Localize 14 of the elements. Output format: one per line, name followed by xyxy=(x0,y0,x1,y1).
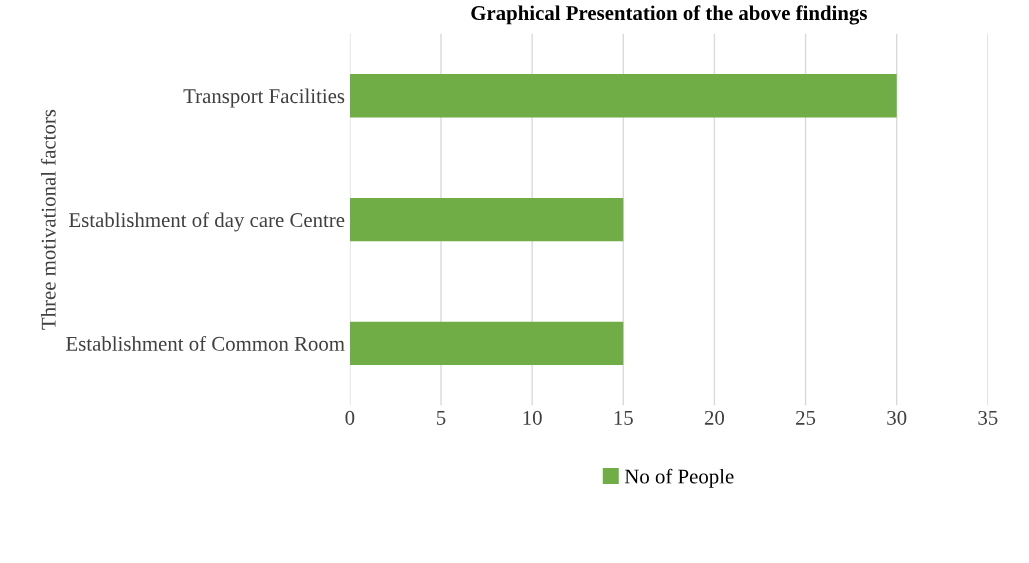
y-tick-label: Establishment of Common Room xyxy=(66,335,345,351)
y-tick-label: Transport Facilities xyxy=(183,88,345,108)
chart-title: Graphical Presentation of the above findings xyxy=(471,5,867,25)
x-tick-label: 10 xyxy=(523,410,542,425)
x-tick-label: 35 xyxy=(978,410,998,425)
y-axis-title: Three motivational factors xyxy=(40,109,56,330)
y-tick-label: Establishment of day care Centre xyxy=(69,212,345,232)
x-tick-label: 25 xyxy=(796,410,816,425)
legend-label: No of People xyxy=(624,468,734,488)
x-tick-label: 15 xyxy=(614,410,633,425)
x-tick-label: 30 xyxy=(887,410,907,425)
x-tick-label: 20 xyxy=(704,410,725,425)
x-tick-label: 0 xyxy=(345,410,355,425)
x-tick-label: 5 xyxy=(437,411,446,425)
